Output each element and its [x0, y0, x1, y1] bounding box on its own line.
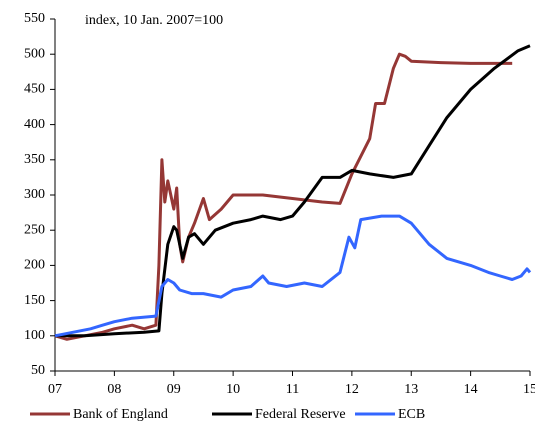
- series-line: [54, 214, 532, 338]
- x-tick-label: 15: [523, 382, 535, 397]
- x-tick-label: 14: [464, 382, 478, 397]
- series-line: [54, 52, 513, 341]
- annotation: index, 10 Jan. 2007=100: [85, 13, 223, 28]
- series-line: [55, 44, 531, 338]
- y-tick-label: 250: [24, 222, 45, 237]
- x-tick-label: 13: [404, 382, 418, 397]
- legend-label: Federal Reserve: [255, 407, 346, 422]
- y-tick-label: 550: [24, 11, 45, 26]
- y-tick-label: 400: [24, 117, 45, 132]
- legend-label: Bank of England: [73, 407, 168, 422]
- x-tick-label: 11: [286, 382, 299, 397]
- x-tick-label: 07: [48, 382, 62, 397]
- legend-label: ECB: [398, 407, 425, 422]
- y-tick-label: 350: [24, 152, 45, 167]
- y-tick-label: 150: [24, 293, 45, 308]
- y-tick-label: 500: [24, 46, 45, 61]
- y-tick-label: 450: [24, 82, 45, 97]
- y-tick-label: 50: [31, 363, 45, 378]
- x-tick-label: 09: [167, 382, 181, 397]
- x-tick-label: 12: [345, 382, 359, 397]
- y-tick-label: 200: [24, 258, 45, 273]
- y-tick-label: 300: [24, 187, 45, 202]
- y-tick-label: 100: [24, 328, 45, 343]
- x-tick-label: 10: [226, 382, 240, 397]
- x-tick-label: 08: [107, 382, 121, 397]
